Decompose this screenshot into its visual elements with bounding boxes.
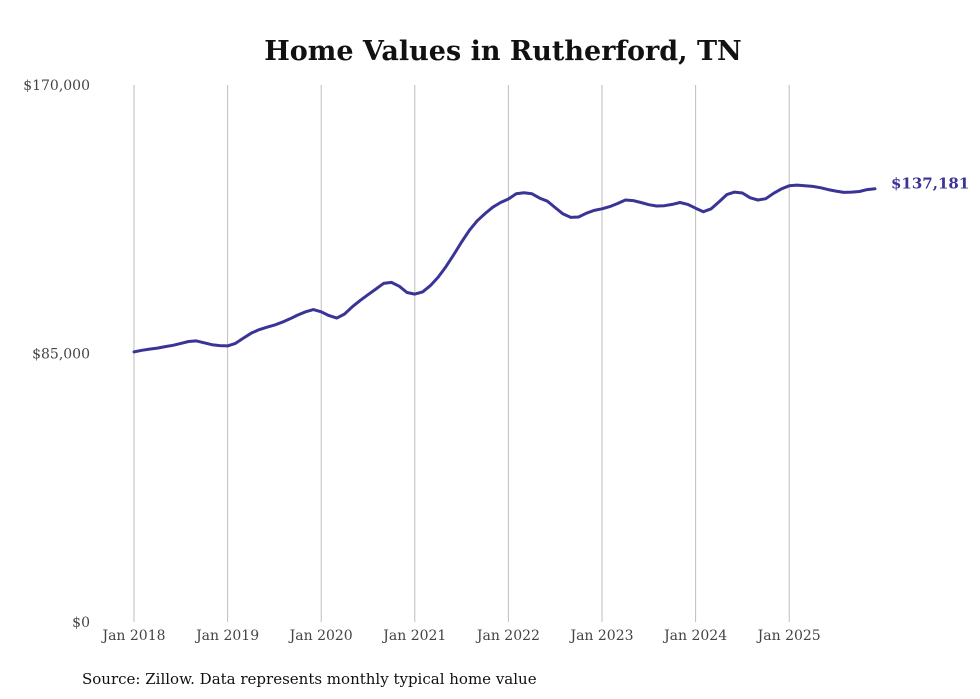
x-tick-label: Jan 2023	[568, 628, 633, 644]
y-axis: $0 $85,000 $170,000	[23, 78, 90, 631]
x-tick-label: Jan 2021	[381, 628, 446, 644]
x-tick-label: Jan 2024	[662, 628, 727, 644]
y-tick-label: $85,000	[32, 347, 90, 363]
x-tick-label: Jan 2020	[288, 628, 353, 644]
y-tick-label: $0	[72, 615, 90, 631]
x-tick-label: Jan 2019	[194, 628, 259, 644]
end-value-label: $137,181	[891, 175, 969, 193]
y-tick-label: $170,000	[23, 78, 90, 94]
x-tick-label: Jan 2018	[100, 628, 165, 644]
gridlines	[133, 85, 790, 622]
x-tick-label: Jan 2022	[475, 628, 540, 644]
series-line	[132, 183, 877, 354]
x-tick-label: Jan 2025	[756, 628, 821, 644]
chart-title: Home Values in Rutherford, TN	[264, 36, 741, 67]
x-axis: Jan 2018 Jan 2019 Jan 2020 Jan 2021 Jan 2022…	[100, 628, 820, 644]
series-layer: $137,181	[132, 175, 969, 354]
source-note: Source: Zillow. Data represents monthly …	[82, 670, 537, 688]
